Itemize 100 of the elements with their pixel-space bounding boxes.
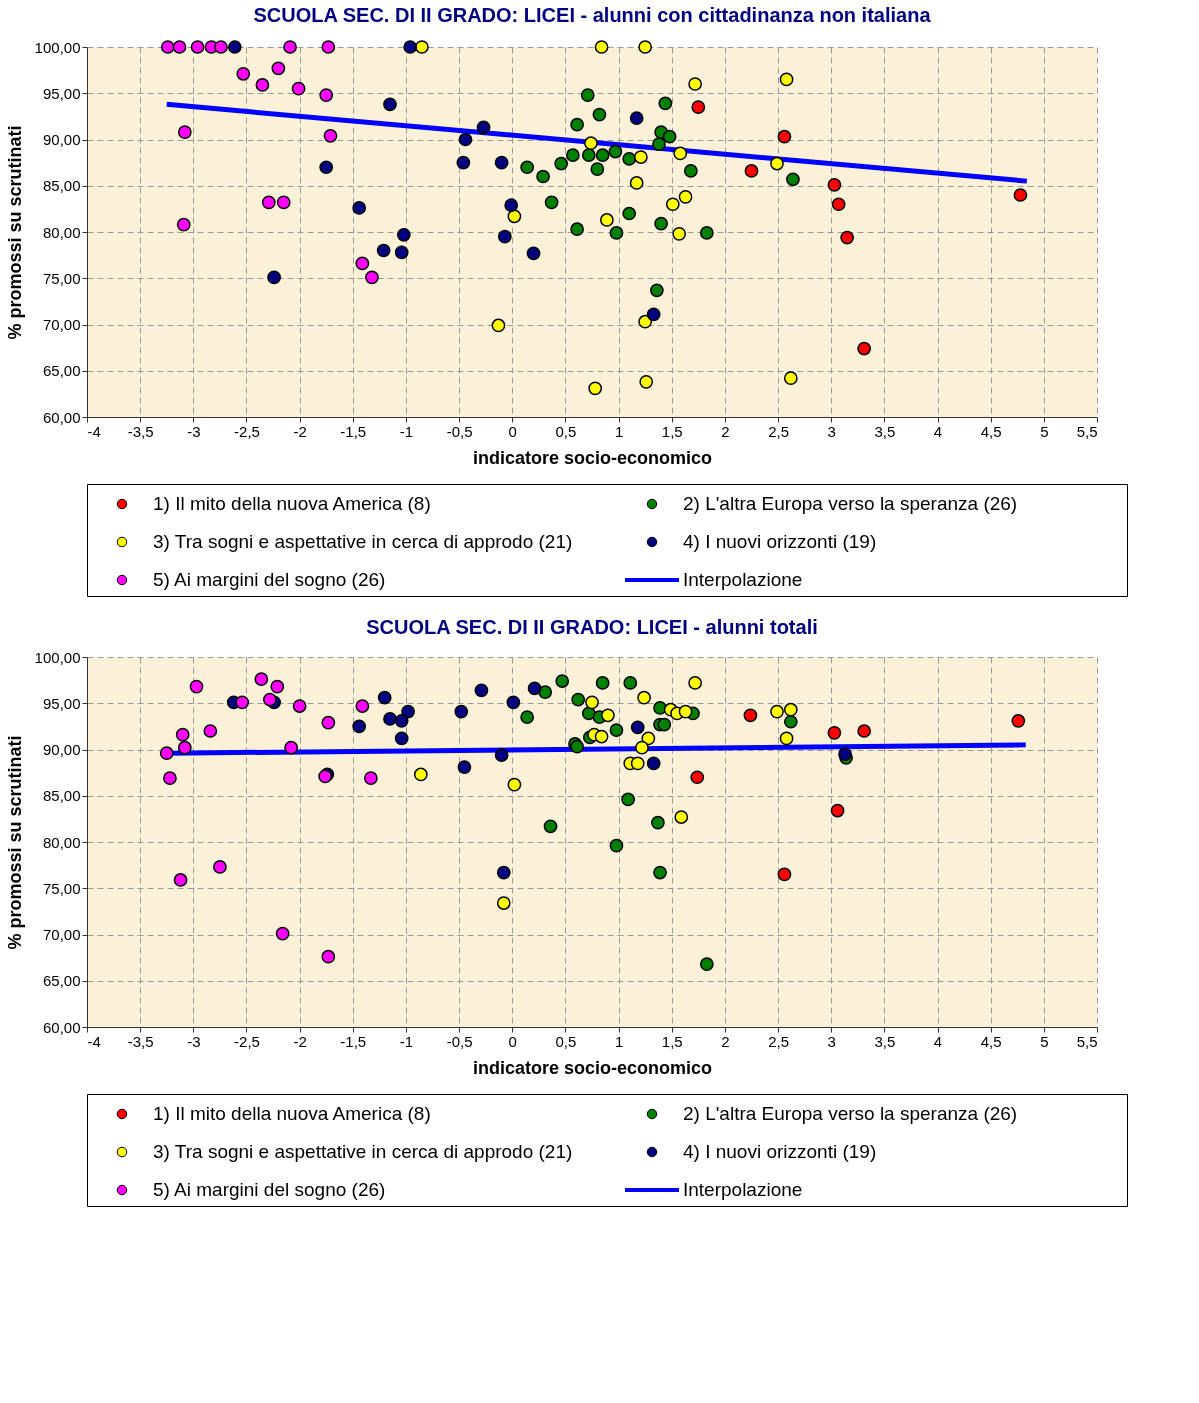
point [658, 96, 673, 111]
point [609, 226, 624, 240]
point [857, 724, 872, 738]
point [527, 681, 542, 696]
point [497, 229, 512, 244]
point [653, 701, 667, 715]
point [638, 40, 653, 54]
point [608, 144, 623, 159]
chart-title: SCUOLA SEC. DI II GRADO: LICEI - alunni totali [366, 616, 818, 638]
x-tick-label: 3 [827, 1032, 836, 1050]
point [827, 177, 842, 192]
point [743, 708, 758, 723]
y-tick-label: 70,00 [42, 926, 81, 943]
point [491, 318, 506, 333]
x-tick-label: -3 [187, 1032, 201, 1050]
y-tick-label: 65,00 [42, 972, 81, 990]
point [394, 713, 409, 728]
point [254, 672, 269, 687]
point [592, 107, 607, 122]
point [401, 704, 415, 719]
x-tick-label: -0,5 [446, 422, 473, 440]
y-tick-label: 75,00 [42, 269, 81, 287]
point [376, 243, 391, 258]
point [584, 136, 598, 151]
x-tick-label: 4,5 [980, 422, 1002, 440]
y-axis-title: % promossi su scrutinati [4, 125, 25, 340]
point [1011, 713, 1026, 728]
point [383, 712, 397, 726]
point [622, 152, 637, 166]
y-tick-label: 80,00 [42, 833, 81, 851]
point [652, 137, 666, 151]
point [520, 160, 535, 175]
point [413, 767, 428, 782]
point [261, 195, 276, 210]
point [830, 803, 845, 818]
point [678, 189, 693, 204]
point [634, 150, 648, 164]
point [526, 246, 541, 261]
point [786, 172, 800, 187]
point [554, 156, 569, 171]
y-tick-label: 80,00 [42, 223, 81, 241]
x-tick-label: -2,5 [234, 422, 260, 440]
point [691, 100, 706, 114]
point [638, 314, 653, 329]
x-tick-label: 4 [933, 422, 943, 440]
legend-label: 3) Tra sogni e aspettative in cerca di approdo (21) [153, 531, 573, 552]
x-axis-title: indicatore socio-economico [472, 447, 713, 468]
point [255, 78, 270, 92]
point [321, 715, 336, 730]
point [565, 148, 580, 163]
legend-label: 4) I nuovi orizzonti (19) [683, 531, 877, 552]
point [177, 125, 192, 139]
point [365, 270, 379, 285]
x-tick-label: 3 [827, 422, 836, 440]
point [646, 307, 661, 322]
point [623, 676, 638, 690]
point [699, 226, 714, 240]
point [352, 719, 367, 734]
x-tick-label: -3,5 [127, 422, 154, 440]
point [189, 679, 204, 694]
point [678, 704, 693, 719]
point [770, 704, 784, 719]
point [779, 72, 794, 87]
y-tick-label: 70,00 [42, 316, 81, 333]
point [600, 213, 614, 227]
point [507, 777, 522, 792]
y-tick-label: 65,00 [42, 362, 81, 380]
point [352, 201, 367, 215]
point [474, 683, 489, 698]
point [637, 690, 651, 705]
point [609, 723, 624, 737]
point [770, 156, 784, 171]
x-tick-label: -1,5 [340, 1032, 367, 1050]
legend-label: Interpolazione [683, 1179, 803, 1200]
point [203, 724, 218, 738]
y-tick-label: 95,00 [42, 84, 81, 102]
x-tick-label: -3,5 [127, 1032, 154, 1050]
chart-title: SCUOLA SEC. DI II GRADO: LICEI - alunni con cittadinanza non italiana [253, 3, 932, 26]
x-tick-label: 3,5 [874, 422, 896, 440]
point [476, 120, 491, 135]
point [662, 129, 677, 144]
point [321, 949, 336, 964]
x-tick-label: -0,5 [446, 1032, 473, 1050]
point [594, 40, 609, 54]
point [744, 164, 759, 178]
x-tick-label: 2 [721, 422, 730, 440]
point [840, 230, 855, 245]
point [504, 198, 519, 213]
y-tick-label: 100,00 [34, 648, 81, 666]
point [699, 957, 714, 971]
point [630, 720, 645, 735]
point [595, 148, 610, 163]
x-tick-label: 3,5 [874, 1032, 896, 1050]
point [454, 704, 469, 719]
point [688, 77, 702, 91]
point [641, 731, 656, 746]
point [831, 197, 846, 212]
point [506, 695, 521, 710]
point [177, 740, 192, 755]
point [292, 699, 307, 713]
